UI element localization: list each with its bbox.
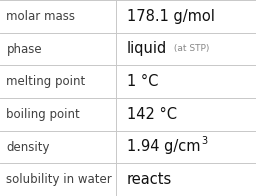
Text: (at STP): (at STP): [171, 44, 209, 54]
Text: liquid: liquid: [127, 42, 167, 56]
Text: 3: 3: [201, 136, 208, 146]
Text: phase: phase: [6, 43, 42, 55]
Text: 142 °C: 142 °C: [127, 107, 177, 122]
Text: density: density: [6, 141, 50, 153]
Text: reacts: reacts: [127, 172, 172, 187]
Text: 178.1 g/mol: 178.1 g/mol: [127, 9, 215, 24]
Text: boiling point: boiling point: [6, 108, 80, 121]
Text: solubility in water: solubility in water: [6, 173, 112, 186]
Text: molar mass: molar mass: [6, 10, 76, 23]
Text: 1 °C: 1 °C: [127, 74, 158, 89]
Text: 1.94 g/cm: 1.94 g/cm: [127, 140, 200, 154]
Text: melting point: melting point: [6, 75, 86, 88]
